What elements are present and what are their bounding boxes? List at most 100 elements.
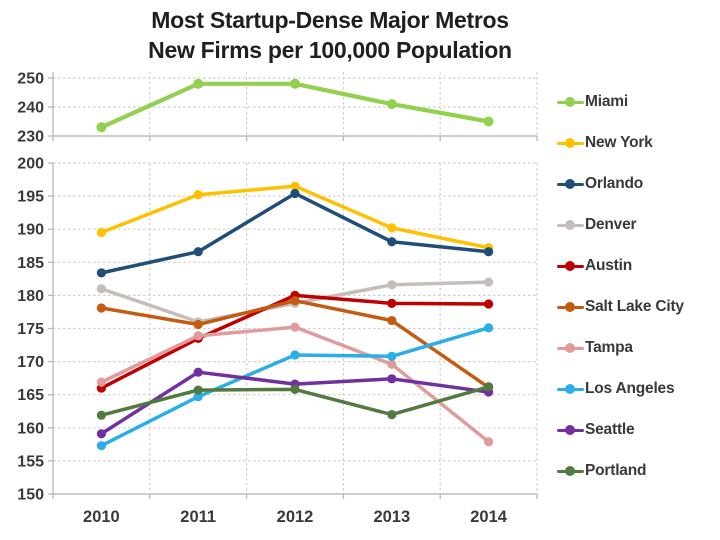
legend-dot (565, 138, 575, 148)
y-tick-label: 155 (17, 453, 44, 470)
legend-item-seattle: Seattle (557, 417, 635, 443)
chart-title-line-2: New Firms per 100,000 Population (148, 37, 512, 63)
y-tick-label: 185 (17, 255, 44, 272)
data-point-seattle-2013 (387, 374, 397, 384)
data-point-denver-2010 (96, 284, 106, 294)
data-point-orlando-2011 (193, 247, 203, 257)
data-point-los-angeles-2010 (96, 441, 106, 451)
chart-legend: Miami New York Orlando Denver Austin Salt Lak… (557, 0, 720, 540)
legend-label: New York (585, 134, 653, 151)
legend-item-tampa: Tampa (557, 335, 633, 361)
x-tick-label: 2012 (277, 508, 314, 526)
legend-marker-icon (557, 218, 584, 232)
data-point-miami-2013 (386, 99, 397, 110)
data-point-orlando-2014 (484, 247, 494, 257)
data-point-los-angeles-2011 (193, 392, 203, 402)
legend-dot (565, 220, 575, 230)
x-tick-label: 2014 (470, 508, 508, 526)
data-point-portland-2010 (96, 410, 106, 420)
data-point-portland-2011 (193, 385, 203, 395)
bottom-panel: 150 155 160 165 170 175 180 185 190 195 200 (17, 156, 538, 504)
y-tick-label: 165 (17, 387, 44, 404)
legend-dot (565, 384, 575, 394)
data-point-seattle-2010 (96, 429, 106, 439)
x-tick-label: 2011 (180, 508, 216, 526)
y-tick-label: 180 (17, 288, 44, 305)
series-line-miami (99, 81, 491, 130)
data-point-tampa-2010 (96, 377, 106, 387)
legend-dot (565, 302, 575, 312)
legend-item-austin: Austin (557, 253, 632, 279)
y-tick-label: 175 (17, 321, 44, 338)
y-tick-label: 200 (17, 156, 44, 173)
chart-title-line-1: Most Startup-Dense Major Metros (151, 7, 509, 33)
legend-label: Salt Lake City (585, 298, 684, 315)
legend-marker-icon (557, 464, 584, 478)
data-point-los-angeles-2012 (290, 350, 300, 360)
data-point-orlando-2010 (96, 268, 106, 278)
data-point-salt-lake-city-2012 (290, 296, 300, 306)
data-point-los-angeles-2013 (387, 351, 397, 361)
data-point-new-york-2012 (290, 181, 300, 191)
data-point-tampa-2012 (290, 322, 300, 332)
x-tick-label: 2013 (373, 508, 410, 526)
data-point-salt-lake-city-2010 (96, 303, 106, 313)
y-tick-label: 170 (17, 354, 44, 371)
y-tick-label: 150 (17, 487, 44, 504)
legend-marker-icon (557, 177, 584, 191)
legend-dot (565, 179, 575, 189)
data-point-miami-2014 (483, 116, 494, 127)
x-tick-label: 2010 (83, 508, 120, 526)
top-panel: 230 240 250 (17, 71, 538, 146)
legend-label: Denver (585, 216, 637, 233)
legend-label: Miami (585, 93, 628, 110)
legend-label: Seattle (585, 421, 635, 438)
legend-label: Los Angeles (585, 380, 675, 397)
data-point-orlando-2012 (290, 188, 300, 199)
legend-item-new-york: New York (557, 130, 653, 156)
data-point-denver-2014 (484, 277, 494, 287)
y-tick-label: 230 (17, 129, 44, 146)
legend-dot (565, 466, 575, 476)
data-point-new-york-2011 (193, 190, 203, 200)
legend-item-los-angeles: Los Angeles (557, 376, 675, 402)
legend-dot (565, 97, 575, 107)
legend-label: Tampa (585, 339, 633, 356)
data-point-austin-2014 (484, 299, 494, 309)
data-point-new-york-2010 (96, 227, 106, 238)
legend-dot (565, 343, 575, 353)
x-axis-labels: 2010 2011 2012 2013 2014 (83, 508, 508, 526)
legend-marker-icon (557, 341, 584, 355)
legend-marker-icon (557, 259, 584, 273)
legend-item-denver: Denver (557, 212, 637, 238)
legend-item-miami: Miami (557, 89, 628, 115)
data-point-seattle-2011 (193, 367, 203, 377)
series-line-orlando (99, 191, 491, 275)
data-point-portland-2013 (387, 409, 397, 420)
data-point-portland-2014 (484, 382, 494, 392)
legend-dot (565, 425, 575, 435)
chart-title: Most Startup-Dense Major Metros New Firm… (0, 5, 660, 65)
data-point-salt-lake-city-2011 (193, 319, 203, 330)
legend-dot (565, 261, 575, 271)
y-tick-label: 195 (17, 189, 44, 206)
y-tick-label: 160 (17, 420, 44, 437)
data-point-portland-2012 (290, 384, 300, 395)
legend-marker-icon (557, 136, 584, 150)
data-point-austin-2013 (387, 298, 397, 308)
data-point-los-angeles-2014 (484, 323, 494, 333)
legend-label: Austin (585, 257, 633, 274)
data-point-orlando-2013 (387, 237, 397, 247)
data-point-tampa-2013 (387, 359, 397, 369)
y-tick-label: 240 (17, 100, 44, 117)
data-point-tampa-2014 (484, 437, 494, 447)
y-tick-label: 250 (17, 71, 44, 88)
legend-marker-icon (557, 382, 584, 396)
legend-item-orlando: Orlando (557, 171, 643, 197)
data-point-new-york-2013 (387, 223, 397, 233)
data-point-salt-lake-city-2013 (387, 315, 397, 326)
legend-item-portland: Portland (557, 458, 646, 484)
legend-label: Portland (585, 462, 647, 479)
